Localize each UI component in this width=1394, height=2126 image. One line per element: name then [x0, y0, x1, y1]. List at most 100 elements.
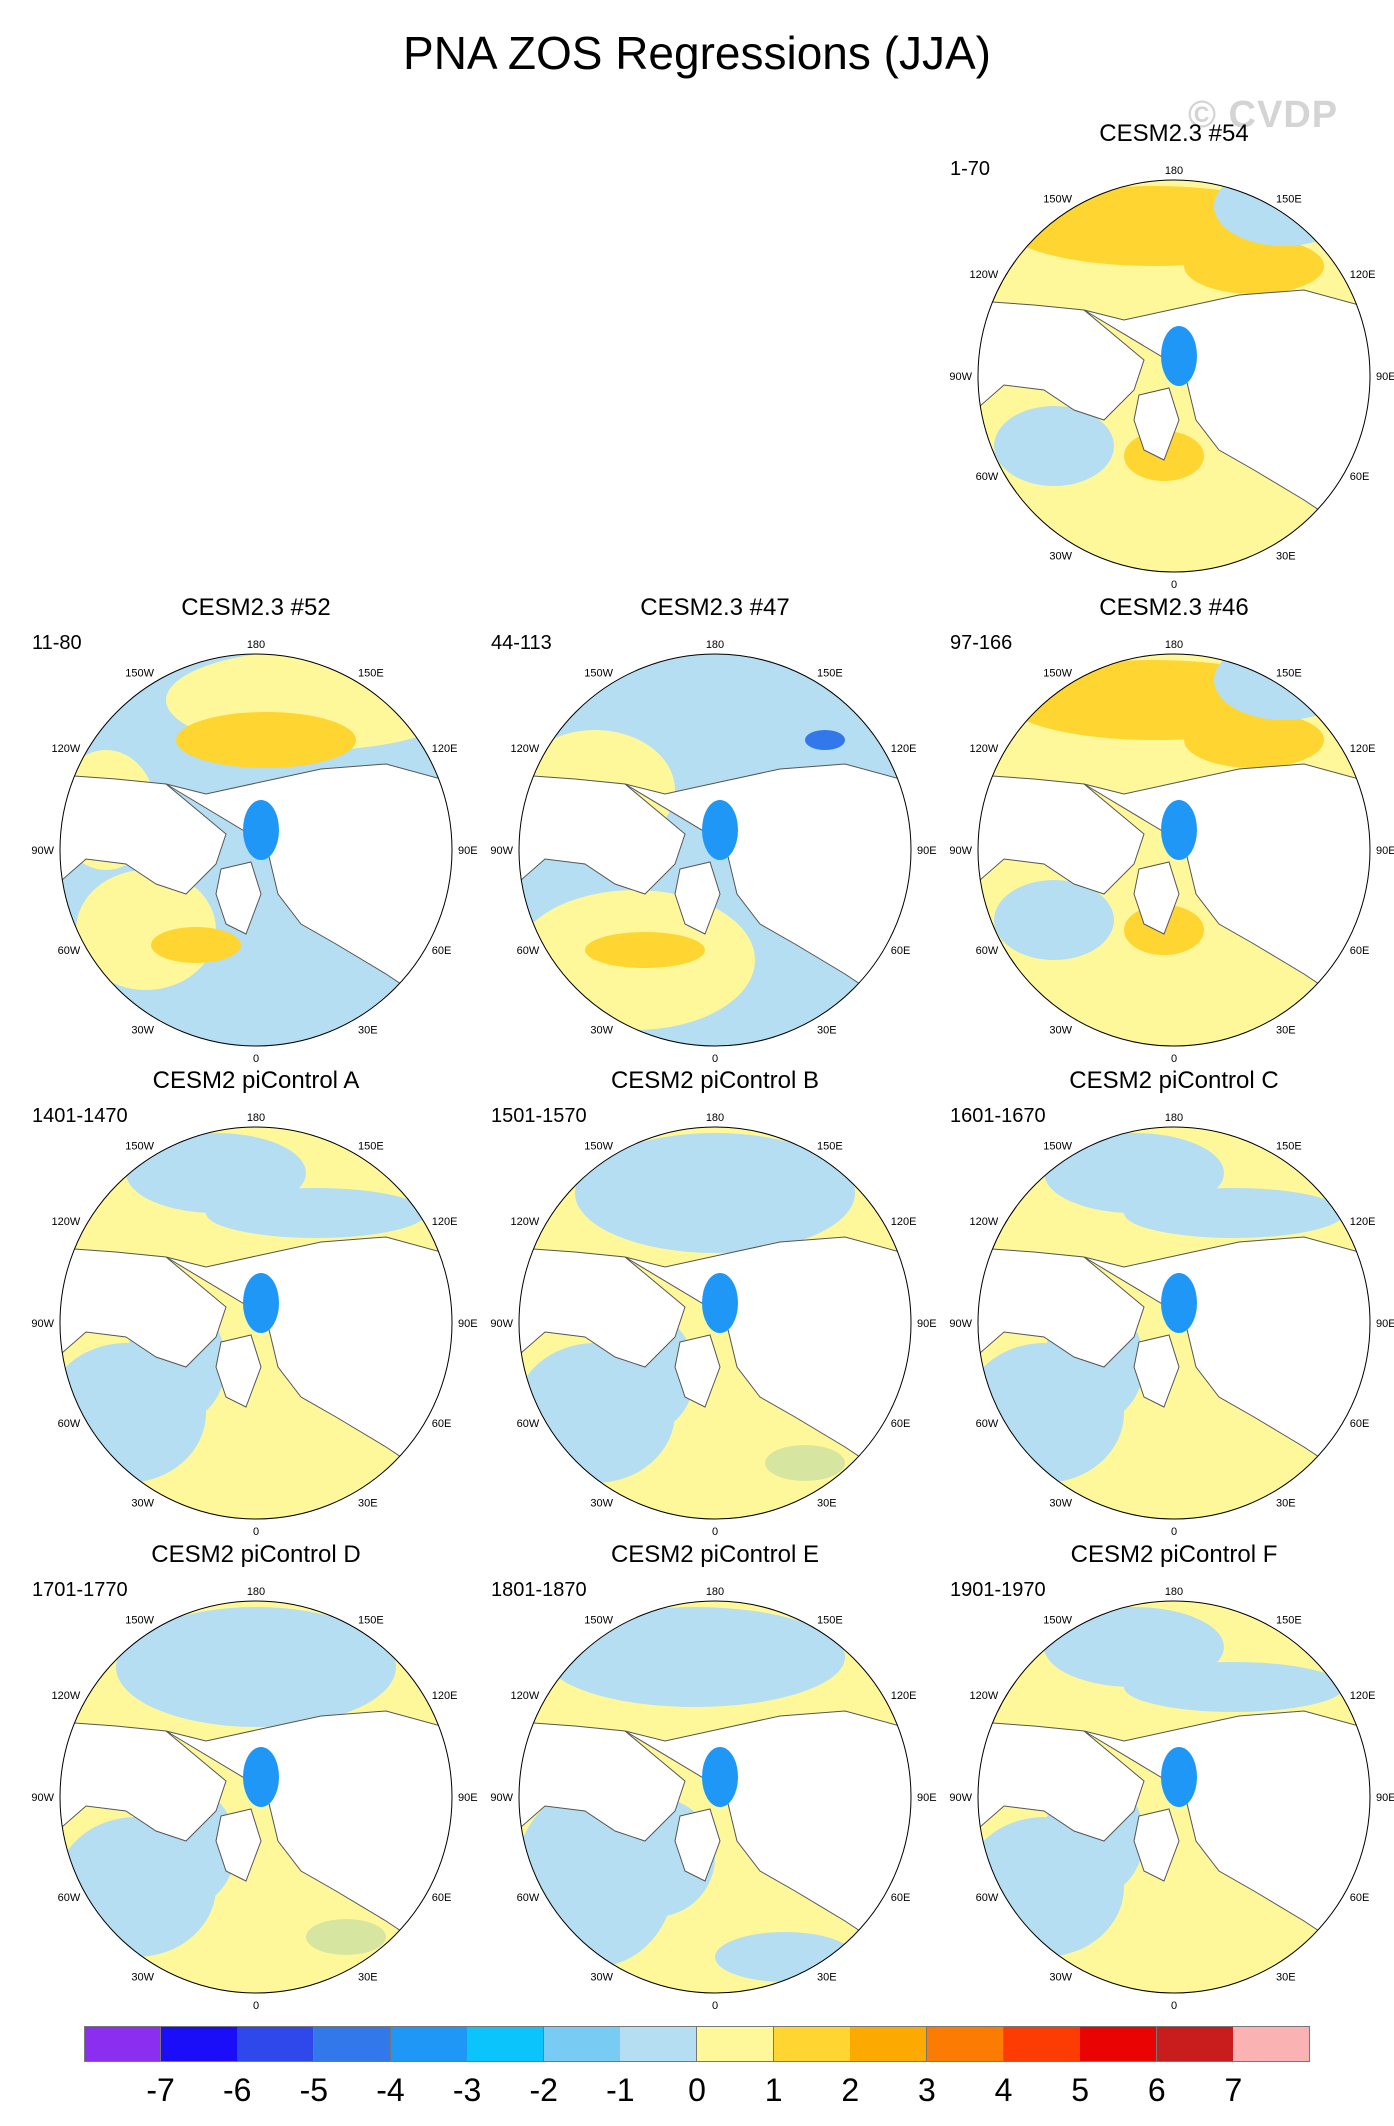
colorbar-swatch [160, 2026, 238, 2062]
longitude-label: 30E [1276, 1498, 1296, 1510]
longitude-label: 60E [891, 1892, 911, 1904]
longitude-label: 0 [1171, 1053, 1177, 1065]
longitude-label: 120E [432, 743, 458, 755]
longitude-label: 120E [891, 1690, 917, 1702]
longitude-label: 30E [358, 1025, 378, 1037]
longitude-label: 0 [712, 1053, 718, 1065]
map-boundary [977, 1126, 1371, 1520]
colorbar-swatch [543, 2026, 621, 2062]
longitude-label: 30W [1049, 551, 1072, 563]
map-panel: CESM2 piControl E 1801-1870 180 0 90W 90E 120W… [490, 1541, 936, 2012]
longitude-label: 60W [976, 1418, 999, 1430]
longitude-label: 30E [1276, 1972, 1296, 1984]
longitude-label: 30W [131, 1498, 154, 1510]
map-panel: CESM2 piControl A 1401-1470 180 0 90W 90E 120W… [31, 1067, 477, 1538]
colorbar-tick-label: 5 [1071, 2072, 1090, 2108]
colorbar-tick-label: 7 [1224, 2072, 1243, 2108]
eurasia-landmass [624, 1236, 911, 1488]
longitude-label: 150W [1043, 1614, 1072, 1626]
colorbar-tick-label: 0 [688, 2072, 706, 2108]
longitude-label: 60W [976, 471, 999, 483]
colorbar-swatch [926, 2026, 1004, 2062]
longitude-label: 90E [1376, 845, 1394, 857]
longitude-label: 120W [52, 1216, 81, 1228]
colorbar-tick-label: -3 [452, 2072, 482, 2108]
longitude-label: 150W [584, 1614, 613, 1626]
eurasia-landmass [624, 1710, 911, 1962]
map-panel: CESM2.3 #46 97-166 180 0 90W 90E 120W 120E 150W 1… [949, 594, 1394, 1065]
longitude-label: 120W [52, 1690, 81, 1702]
longitude-label: 120W [511, 1216, 540, 1228]
north-america-landmass [60, 1246, 227, 1369]
longitude-label: 30W [590, 1972, 613, 1984]
longitude-label: 90E [1376, 1318, 1394, 1330]
longitude-label: 60E [891, 1418, 911, 1430]
map-panel: CESM2 piControl B 1501-1570 180 0 90W 90E 120W… [490, 1067, 936, 1538]
polar-map: 180 0 90W 90E 120W 120E 150W 150E 60W 60E 30W 30E [949, 1586, 1394, 2012]
longitude-label: 120W [970, 743, 999, 755]
longitude-label: 30E [817, 1498, 837, 1510]
longitude-label: 30W [590, 1025, 613, 1037]
map-boundary [518, 1600, 912, 1994]
eurasia-landmass [624, 763, 911, 1015]
polar-map: 180 0 90W 90E 120W 120E 150W 150E 60W 60E 30W 30E [490, 1112, 936, 1538]
north-america-landmass [978, 773, 1145, 896]
longitude-label: 60W [976, 1892, 999, 1904]
eurasia-landmass [165, 1710, 452, 1962]
longitude-label: 180 [1165, 165, 1183, 177]
longitude-label: 60E [432, 945, 452, 957]
longitude-label: 90W [490, 1318, 513, 1330]
longitude-label: 30E [1276, 551, 1296, 563]
arctic-anomaly [702, 1747, 738, 1807]
panel-years: 1501-1570 [491, 1105, 587, 1127]
greenland-landmass [674, 861, 721, 935]
longitude-label: 30W [1049, 1498, 1072, 1510]
longitude-label: 60W [58, 1892, 81, 1904]
longitude-label: 150E [1276, 1614, 1302, 1626]
panel-title: CESM2 piControl E [610, 1541, 820, 1568]
longitude-label: 60E [432, 1892, 452, 1904]
longitude-label: 90W [31, 845, 54, 857]
longitude-label: 150E [817, 1140, 843, 1152]
longitude-label: 120W [52, 743, 81, 755]
colorbar-swatch [850, 2026, 928, 2062]
greenland-landmass [1133, 1334, 1180, 1408]
panel-title: CESM2 piControl A [152, 1067, 360, 1094]
longitude-label: 120E [432, 1216, 458, 1228]
panel-years: 44-113 [491, 632, 552, 654]
map-boundary [59, 1126, 453, 1520]
colorbar-swatch [1003, 2026, 1081, 2062]
longitude-label: 30W [1049, 1972, 1072, 1984]
longitude-label: 60E [1350, 1892, 1370, 1904]
longitude-label: 150E [358, 1614, 384, 1626]
ocean-field [978, 654, 1370, 1046]
longitude-label: 0 [712, 2000, 718, 2012]
eurasia-landmass [165, 1236, 452, 1488]
north-america-landmass [519, 1246, 686, 1369]
map-panel: CESM2.3 #54 1-70 180 0 90W 90E 120W 120E 150W 150… [949, 120, 1394, 591]
longitude-label: 150E [358, 1140, 384, 1152]
longitude-label: 30W [590, 1498, 613, 1510]
panel-years: 1601-1670 [950, 1105, 1046, 1127]
longitude-label: 120E [432, 1690, 458, 1702]
panel-title: CESM2 piControl D [151, 1541, 361, 1568]
north-america-landmass [60, 1720, 227, 1843]
longitude-label: 60E [1350, 945, 1370, 957]
longitude-label: 120W [511, 1690, 540, 1702]
longitude-label: 90E [917, 1792, 937, 1804]
longitude-label: 90E [458, 845, 478, 857]
longitude-label: 150W [125, 667, 154, 679]
longitude-label: 180 [247, 1586, 265, 1598]
longitude-label: 150E [817, 1614, 843, 1626]
eurasia-landmass [1083, 1710, 1370, 1962]
longitude-label: 90W [490, 1792, 513, 1804]
longitude-label: 90E [458, 1318, 478, 1330]
polar-map: 180 0 90W 90E 120W 120E 150W 150E 60W 60E 30W 30E [31, 639, 477, 1065]
ocean-field [519, 654, 911, 1046]
longitude-label: 60W [976, 945, 999, 957]
longitude-label: 180 [1165, 1586, 1183, 1598]
panel-title: CESM2 piControl C [1069, 1067, 1279, 1094]
longitude-label: 120W [511, 743, 540, 755]
longitude-label: 30E [817, 1972, 837, 1984]
ocean-field [60, 1127, 452, 1519]
